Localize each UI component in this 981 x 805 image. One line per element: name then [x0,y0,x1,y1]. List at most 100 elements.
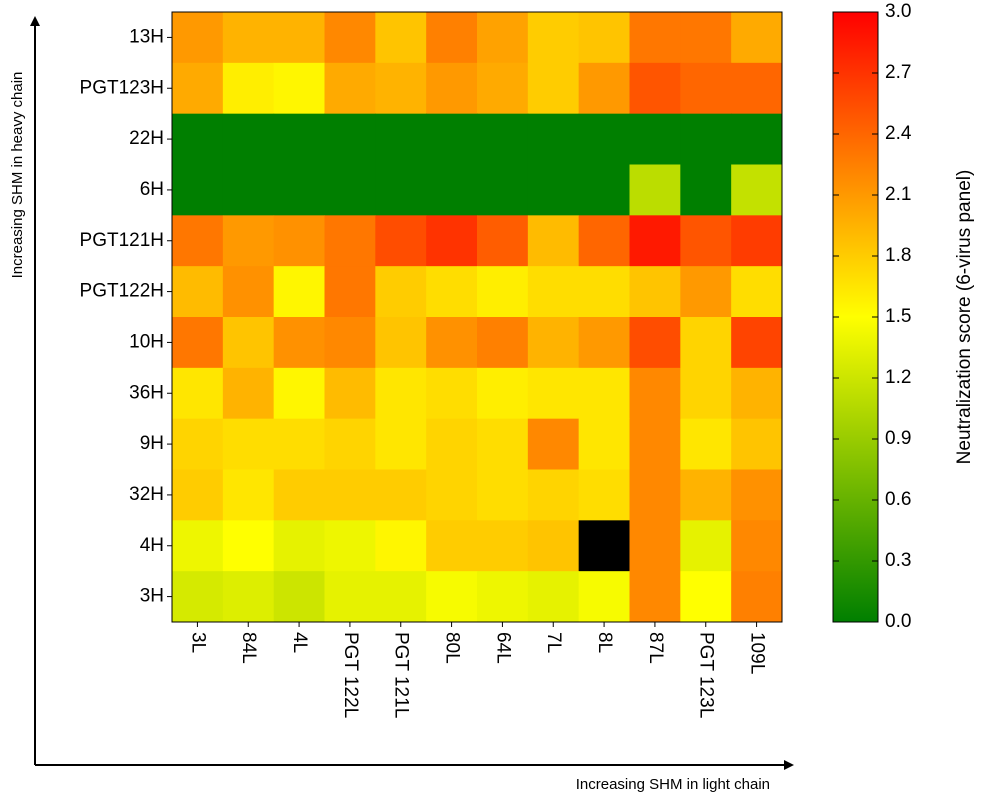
y-tick-label: 4H [140,535,164,556]
heatmap-cell [629,12,681,64]
heatmap-cell [222,164,275,216]
heatmap-cell [680,113,732,165]
heatmap-cell [222,469,275,521]
heatmap-cell [680,571,732,623]
heatmap-cell [629,317,681,369]
heatmap-cell [731,520,783,572]
colorbar [832,11,879,623]
heatmap-cell [578,113,630,165]
heatmap-cell [731,266,783,318]
colorbar-tick-label: 2.7 [885,62,911,83]
heatmap-cell [731,367,783,420]
heatmap-cell [426,215,478,267]
y-tick-label: PGT123H [80,77,164,98]
heatmap-cell [426,113,478,165]
heatmap-cell [426,164,478,216]
heatmap-cell [324,113,376,165]
heatmap-cell [731,113,783,165]
heatmap-cell [172,12,224,64]
x-tick-label: PGT 122L [340,632,361,718]
heatmap-cell [680,164,732,216]
heatmap-cell [629,215,681,267]
heatmap-cell [172,571,224,623]
x-tick-label: 8L [594,632,615,653]
heatmap-cell [324,164,376,216]
y-tick-label: 3H [140,586,164,607]
heatmap-cell [222,571,275,623]
heatmap-cell [426,266,478,318]
heatmap-cell [324,571,376,623]
x-tick-label: 64L [492,632,513,664]
heatmap-cell [172,113,224,165]
heatmap-cell [222,113,275,165]
y-tick-label: 6H [140,179,164,200]
heatmap-cell [629,418,681,470]
heatmap-cell [578,215,630,267]
colorbar-tick-label: 1.5 [885,306,911,327]
heatmap-cell [375,520,427,572]
heatmap-cell [629,520,681,572]
heatmap-cell [680,62,732,115]
heatmap-cell [578,12,630,64]
y-tick-label: 32H [129,484,164,505]
heatmap-cell [273,469,325,521]
heatmap-cell [273,164,325,216]
heatmap-cell [731,215,783,267]
heatmap-cell [527,164,580,216]
heatmap-cell [629,469,681,521]
heatmap-cell [680,469,732,521]
heatmap-cell [273,12,325,64]
heatmap-cell [324,469,376,521]
heatmap-cell [527,520,580,572]
heatmap-cell [477,12,529,64]
x-tick-label: 84L [238,632,259,664]
y-tick-label: 9H [140,433,164,454]
heatmap-cell [629,62,681,115]
colorbar-tick-label: 0.3 [885,550,911,571]
heatmap-cell [375,113,427,165]
heatmap-cell [324,215,376,267]
heatmap-cell [527,62,580,115]
heatmap-cell [477,266,529,318]
heatmap-cell [273,62,325,115]
heatmap-cell [629,266,681,318]
y-tick-label: PGT121H [80,230,164,251]
heatmap-cell [324,12,376,64]
heatmap-cell [629,367,681,420]
x-axis-label: Increasing SHM in light chain [576,776,770,793]
heatmap-cell [375,418,427,470]
heatmap-cell [578,367,630,420]
heatmap-cell [222,12,275,64]
heatmap-cell [273,113,325,165]
heatmap-cell [222,317,275,369]
heatmap-cell [477,317,529,369]
heatmap-cell [375,215,427,267]
heatmap-cell [375,266,427,318]
heatmap-cell [222,418,275,470]
heatmap-cell [172,215,224,267]
heatmap-cell [731,317,783,369]
colorbar-tick-label: 0.9 [885,428,911,449]
heatmap-cell [172,520,224,572]
heatmap-cell [731,571,783,623]
y-axis-label: Increasing SHM in heavy chain [9,72,26,279]
heatmap-cell [375,164,427,216]
heatmap-cell [680,367,732,420]
heatmap-cell [426,367,478,420]
heatmap-cell [527,215,580,267]
x-tick-label: 87L [645,632,666,664]
heatmap-cell [324,62,376,115]
heatmap-cell [273,317,325,369]
x-tick-label: 4L [289,632,310,653]
colorbar-tick-label: 0.6 [885,489,911,510]
heatmap-cell [477,418,529,470]
heatmap-cell [578,164,630,216]
heatmap-cell [731,418,783,470]
heatmap-cell [578,520,630,572]
colorbar-tick-label: 2.4 [885,123,912,144]
heatmap-cell [324,520,376,572]
heatmap-cell [222,62,275,115]
heatmap-cell [477,62,529,115]
heatmap-cell [375,62,427,115]
